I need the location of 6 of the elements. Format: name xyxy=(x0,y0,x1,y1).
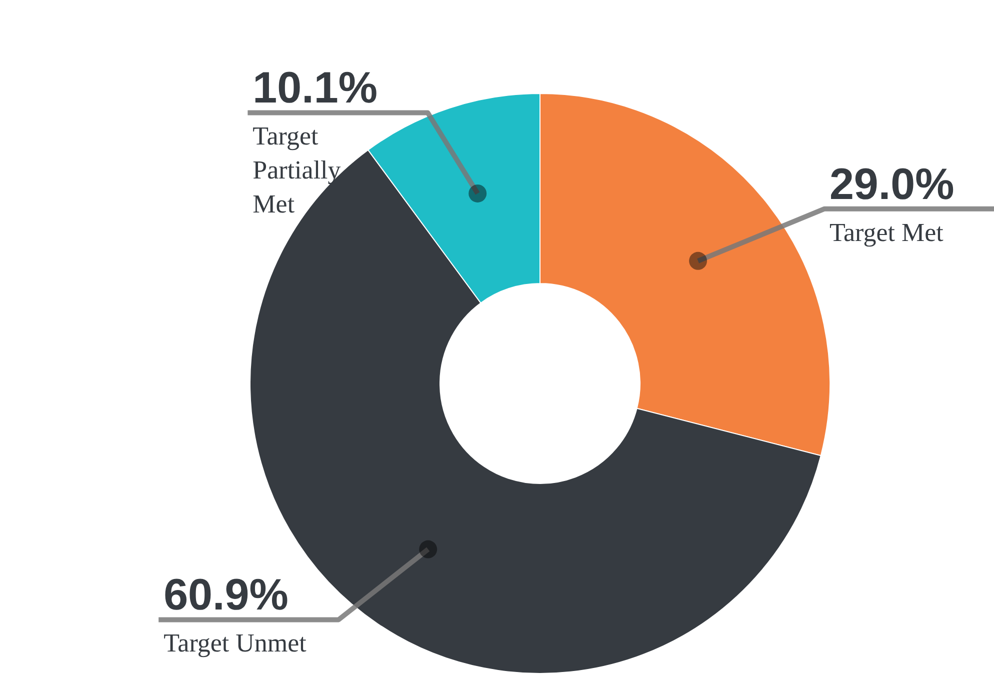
slice-label: Target Partially Met xyxy=(252,122,341,219)
slice-label: Target Met xyxy=(829,218,944,247)
data-label: 29.0% xyxy=(829,160,954,209)
slice-label: Target Unmet xyxy=(164,628,308,658)
data-label: 10.1% xyxy=(252,64,378,113)
data-label: 60.9% xyxy=(164,570,288,620)
